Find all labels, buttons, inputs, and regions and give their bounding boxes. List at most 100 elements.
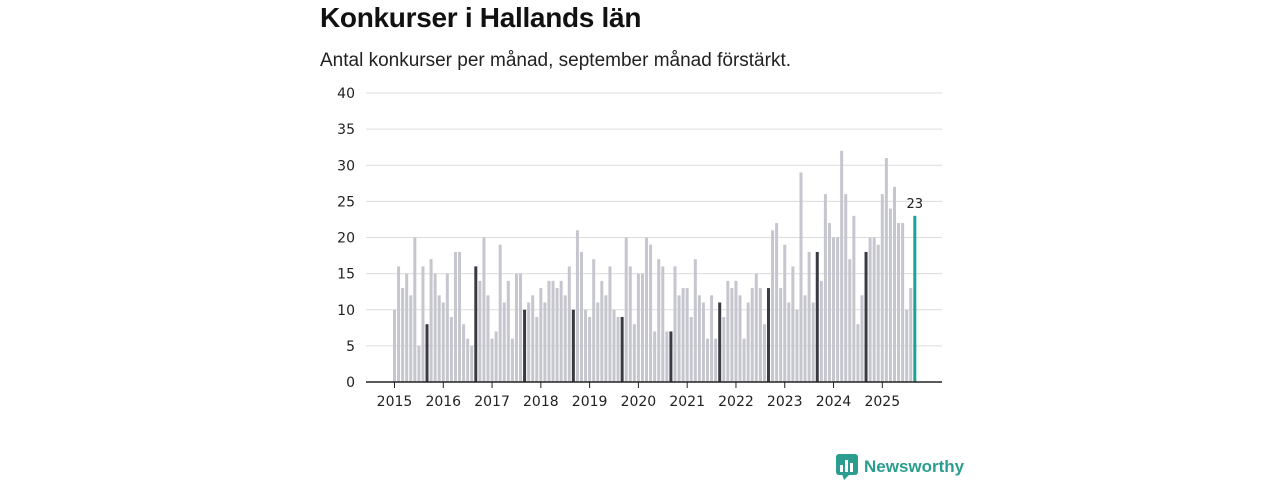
bar (673, 266, 677, 382)
bar (466, 338, 470, 382)
bar (506, 280, 510, 382)
bar (697, 295, 701, 382)
bar (645, 237, 649, 382)
bar (555, 288, 559, 382)
bar (579, 251, 583, 382)
x-tick-label: 2020 (621, 394, 657, 410)
latest-value-label: 23 (907, 197, 924, 212)
bar (417, 345, 421, 382)
bar (494, 331, 498, 382)
bar (730, 288, 734, 382)
bar (803, 295, 807, 382)
bar (624, 237, 628, 382)
bar (787, 302, 791, 382)
bar (632, 324, 636, 382)
bar (901, 223, 905, 382)
bar (531, 295, 535, 382)
bar (657, 259, 661, 382)
bar (433, 273, 437, 382)
bar (490, 338, 494, 382)
bar (905, 309, 909, 382)
bar (771, 230, 775, 382)
bar (636, 273, 640, 382)
bar (413, 237, 417, 382)
bar (811, 302, 815, 382)
bar (482, 237, 486, 382)
bar (762, 324, 766, 382)
x-tick-label: 2016 (425, 394, 461, 410)
y-tick-label: 35 (337, 122, 355, 138)
bar (616, 316, 620, 382)
bar (852, 215, 856, 382)
bar (628, 266, 632, 382)
bar (848, 259, 852, 382)
bar (661, 266, 665, 382)
bar (827, 223, 831, 382)
bar (437, 295, 441, 382)
bar (575, 230, 579, 382)
y-tick-label: 30 (337, 158, 355, 174)
bar (401, 288, 405, 382)
y-tick-label: 5 (346, 339, 355, 355)
y-tick-label: 25 (337, 194, 355, 210)
bar (888, 208, 892, 382)
bar (640, 273, 644, 382)
bar (653, 331, 657, 382)
bar (498, 244, 502, 382)
bar (535, 316, 539, 382)
bar (742, 338, 746, 382)
x-tick-label: 2023 (767, 394, 803, 410)
bar (571, 309, 575, 382)
bar (421, 266, 425, 382)
bar (620, 316, 624, 382)
bar (819, 280, 823, 382)
bar (864, 251, 868, 382)
bar (722, 316, 726, 382)
bar (823, 194, 827, 382)
bar (897, 223, 901, 382)
bar (754, 273, 758, 382)
bar (441, 302, 445, 382)
bar (738, 295, 742, 382)
bar (519, 273, 523, 382)
chart-subtitle: Antal konkurser per månad, september mån… (320, 50, 792, 71)
bar-chart-logo-icon (836, 454, 858, 480)
bar (547, 280, 551, 382)
bar (714, 338, 718, 382)
bar (840, 150, 844, 382)
bar (425, 324, 429, 382)
latest-bar (913, 215, 917, 382)
x-tick-label: 2025 (864, 394, 900, 410)
bar (405, 273, 409, 382)
bar (612, 309, 616, 382)
bar (486, 295, 490, 382)
brand-name: Newsworthy (864, 457, 965, 476)
bar (510, 338, 514, 382)
bar (815, 251, 819, 382)
bar (458, 251, 462, 382)
bar (543, 302, 547, 382)
bar (868, 237, 872, 382)
bar (884, 158, 888, 382)
bar (750, 288, 754, 382)
bar (766, 288, 770, 382)
bar (429, 259, 433, 382)
bar (783, 244, 787, 382)
x-tick-label: 2022 (718, 394, 754, 410)
bar (453, 251, 457, 382)
bar (681, 288, 685, 382)
bar (706, 338, 710, 382)
y-tick-label: 40 (337, 86, 355, 102)
bar (746, 302, 750, 382)
bar (892, 186, 896, 382)
bar (791, 266, 795, 382)
bar (734, 280, 738, 382)
bar (393, 309, 396, 382)
bar (685, 288, 689, 382)
bar (832, 237, 836, 382)
bar (876, 244, 880, 382)
newsworthy-logo[interactable]: Newsworthy (836, 454, 964, 480)
bar (693, 259, 697, 382)
bar (701, 302, 705, 382)
